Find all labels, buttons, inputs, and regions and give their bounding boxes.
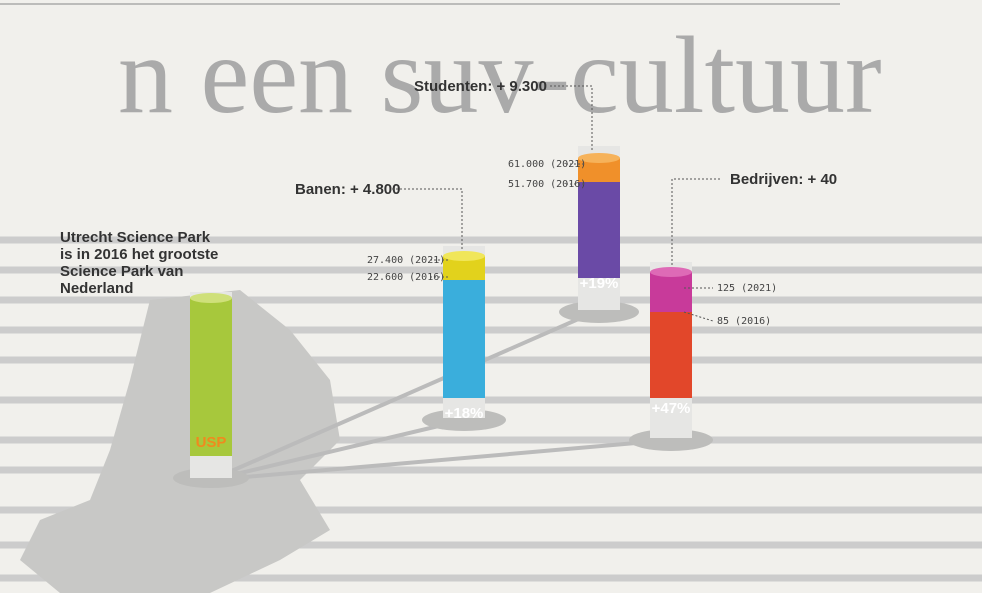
map <box>20 290 340 593</box>
cylinder-bedrijven: +47% <box>650 262 692 438</box>
intro-line: Utrecht Science Park <box>60 229 211 246</box>
studenten-growth: +19% <box>580 275 619 292</box>
bedrijven-growth: +47% <box>652 400 691 417</box>
bedrijven-title: Bedrijven: + 40 <box>730 171 837 188</box>
usp-label: USP <box>196 434 227 451</box>
studenten-title: Studenten: + 9.300 <box>414 78 547 95</box>
intro: Utrecht Science Park is in 2016 het groo… <box>60 229 218 297</box>
intro-line: Nederland <box>60 280 133 297</box>
connectors <box>210 308 672 482</box>
intro-line: Science Park van <box>60 263 183 280</box>
studenten-2021: 61.000 (2021) <box>508 159 586 170</box>
bedrijven-2016: 85 (2016) <box>717 316 771 327</box>
leader <box>392 188 463 250</box>
intro-line: is in 2016 het grootste <box>60 246 218 263</box>
leader <box>550 85 593 150</box>
banen-growth: +18% <box>445 405 484 422</box>
bedrijven-2021: 125 (2021) <box>717 283 777 294</box>
headline: n een suv-cultuur <box>118 14 882 136</box>
leader <box>671 178 720 266</box>
banen-2021: 27.400 (2021) <box>367 255 445 266</box>
cylinder-banen: +18% <box>443 246 485 422</box>
cylinder-studenten: +19% <box>578 146 620 310</box>
studenten-2016: 51.700 (2016) <box>508 179 586 190</box>
banen-title: Banen: + 4.800 <box>295 181 400 198</box>
cylinder-usp: USP <box>190 292 232 478</box>
leader <box>683 311 714 322</box>
banen-2016: 22.600 (2016) <box>367 272 445 283</box>
